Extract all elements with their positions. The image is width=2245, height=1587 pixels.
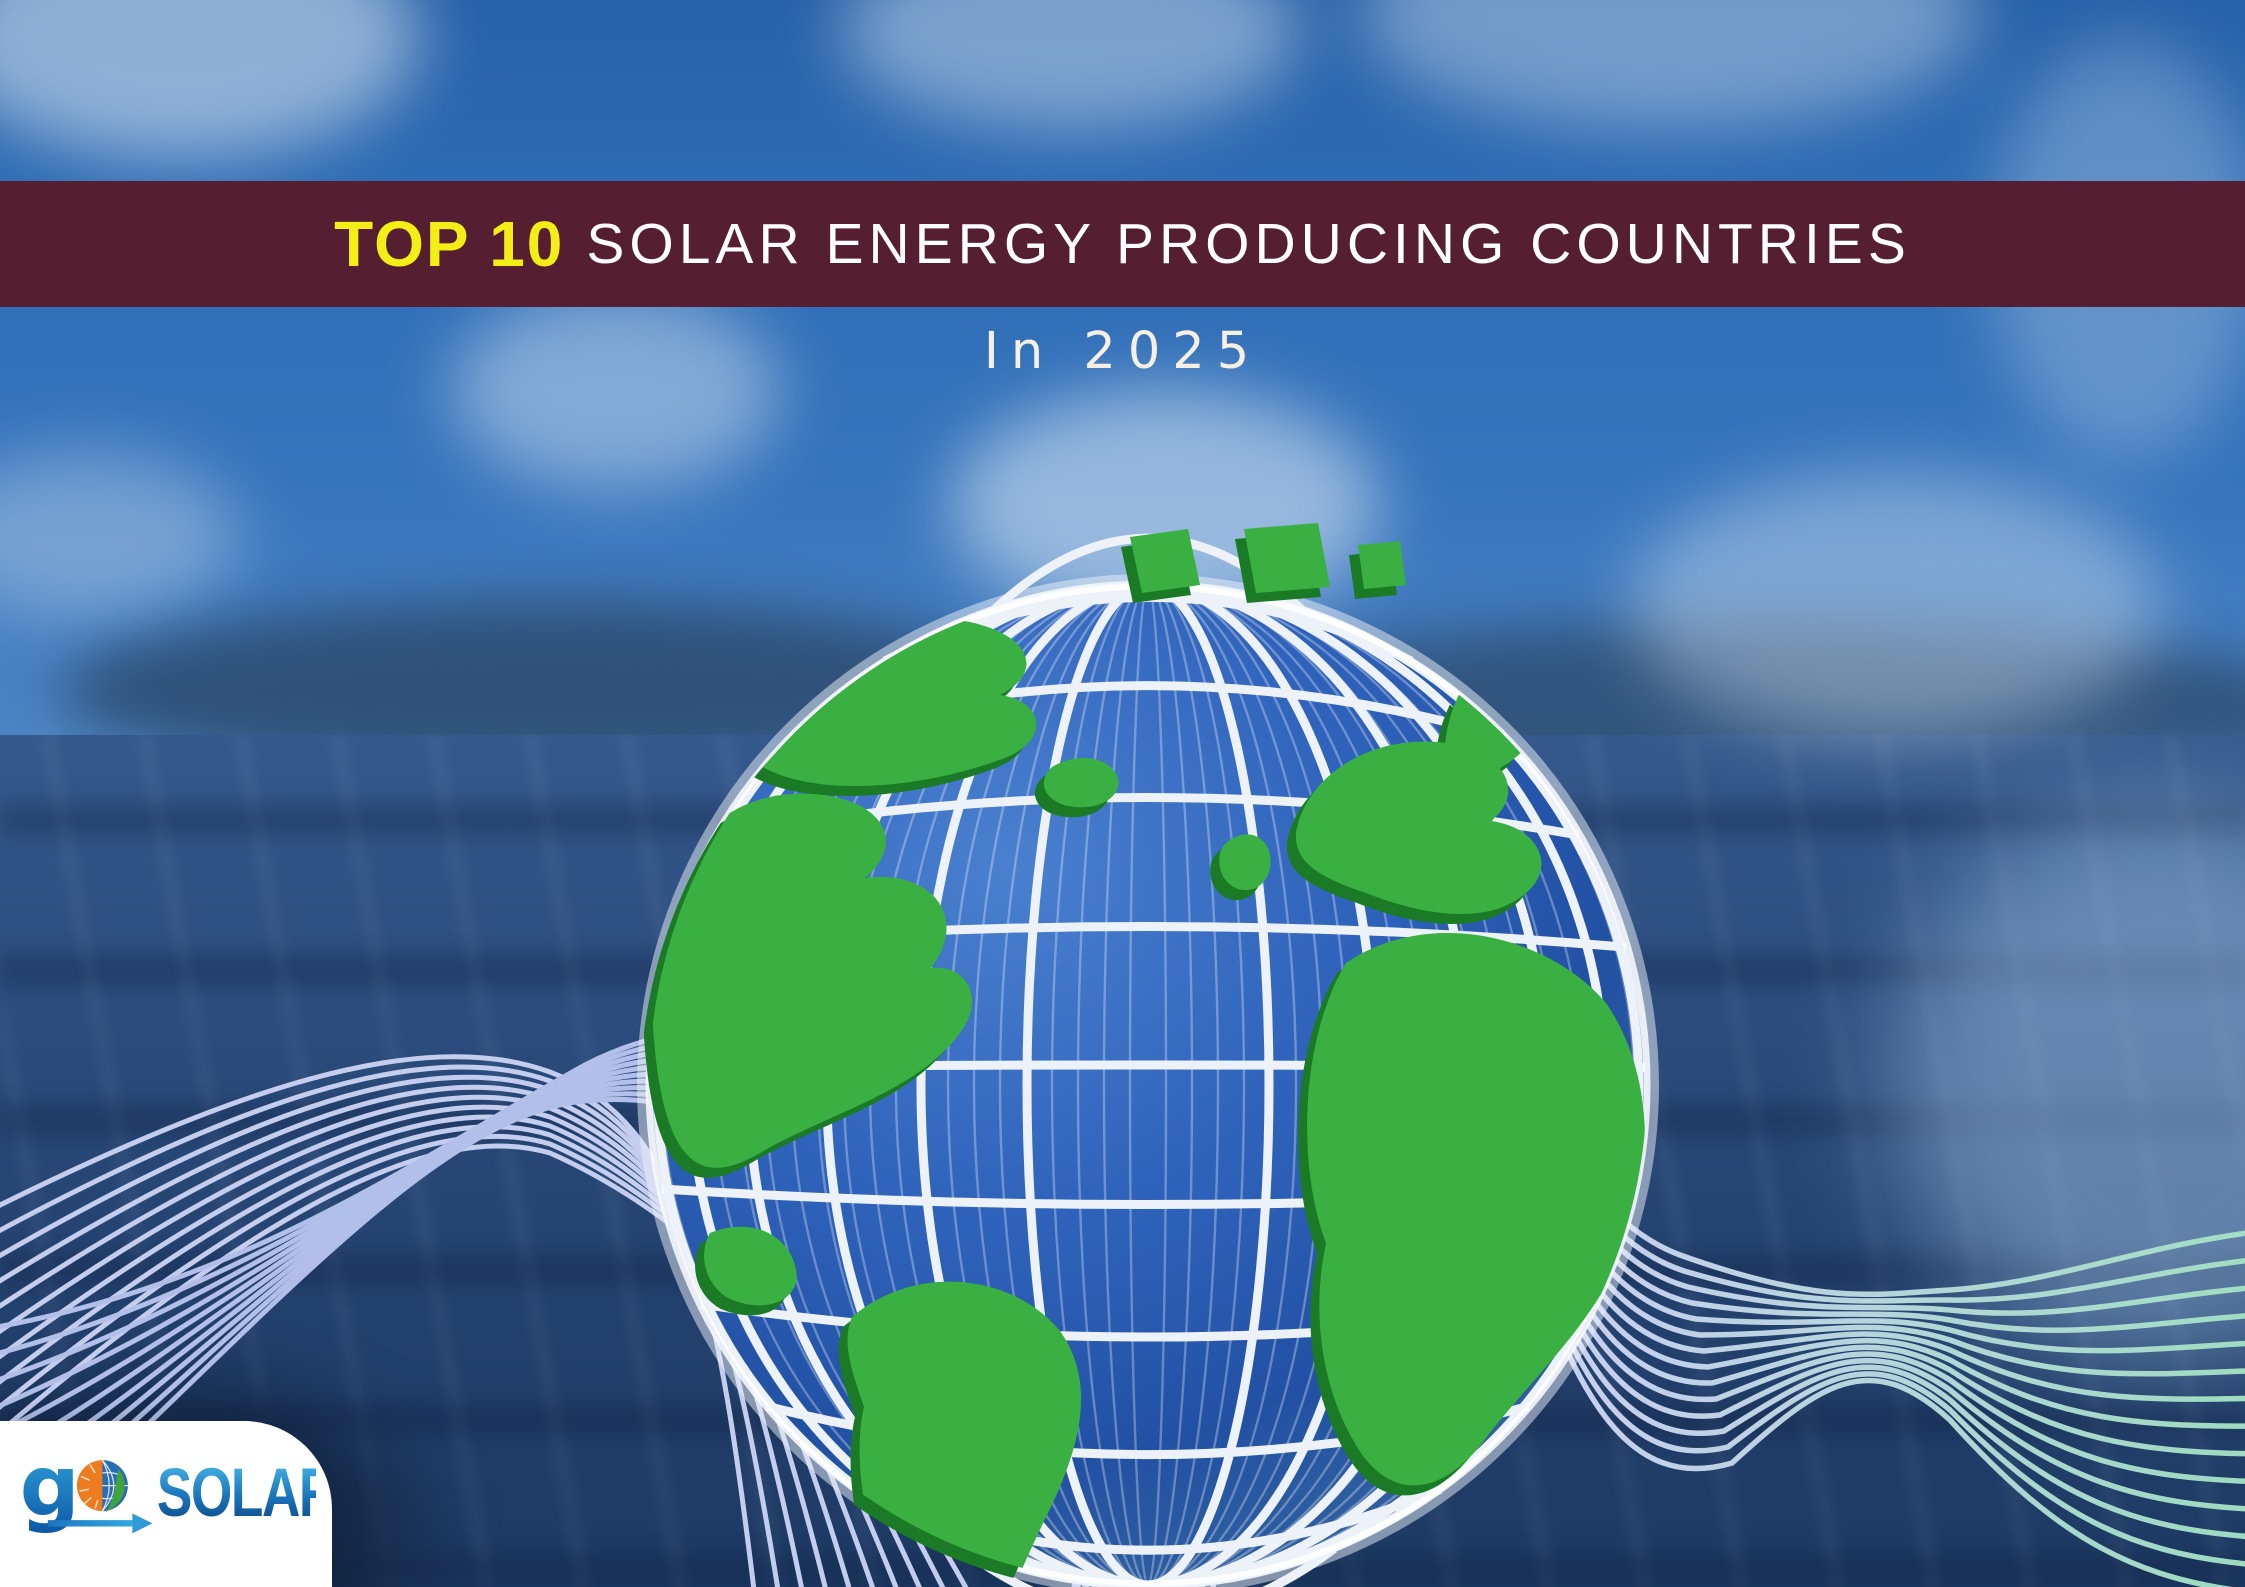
title-banner: TOP 10 SOLAR ENERGY PRODUCING COUNTRIES bbox=[0, 181, 2245, 307]
title-text: SOLAR ENERGY PRODUCING COUNTRIES bbox=[586, 212, 1911, 276]
cloud-decoration bbox=[1630, 470, 2160, 740]
continent-north-america bbox=[651, 793, 973, 1168]
title-highlight: TOP 10 bbox=[334, 208, 565, 280]
cloud-decoration bbox=[450, 290, 780, 490]
solar-panel-globe-illustration bbox=[637, 523, 1659, 1587]
sun-globe-leaf-icon bbox=[76, 1459, 128, 1512]
polar-land-bits bbox=[1130, 523, 1406, 593]
right-arrow-icon bbox=[47, 1520, 133, 1527]
right-arrow-head bbox=[132, 1513, 153, 1534]
island-iceland bbox=[1043, 757, 1119, 808]
continent-africa bbox=[1307, 933, 1645, 1486]
logo-card: g SOLA bbox=[0, 1421, 332, 1587]
central-america bbox=[704, 1226, 797, 1306]
subtitle: In 2025 bbox=[983, 322, 1262, 381]
go-solar-logo: g SOLA bbox=[20, 1447, 316, 1535]
logo-solar: SOLAR bbox=[157, 1455, 316, 1531]
island-uk bbox=[1219, 834, 1271, 891]
continent-europe bbox=[1295, 741, 1542, 914]
cloud-decoration bbox=[0, 450, 240, 620]
